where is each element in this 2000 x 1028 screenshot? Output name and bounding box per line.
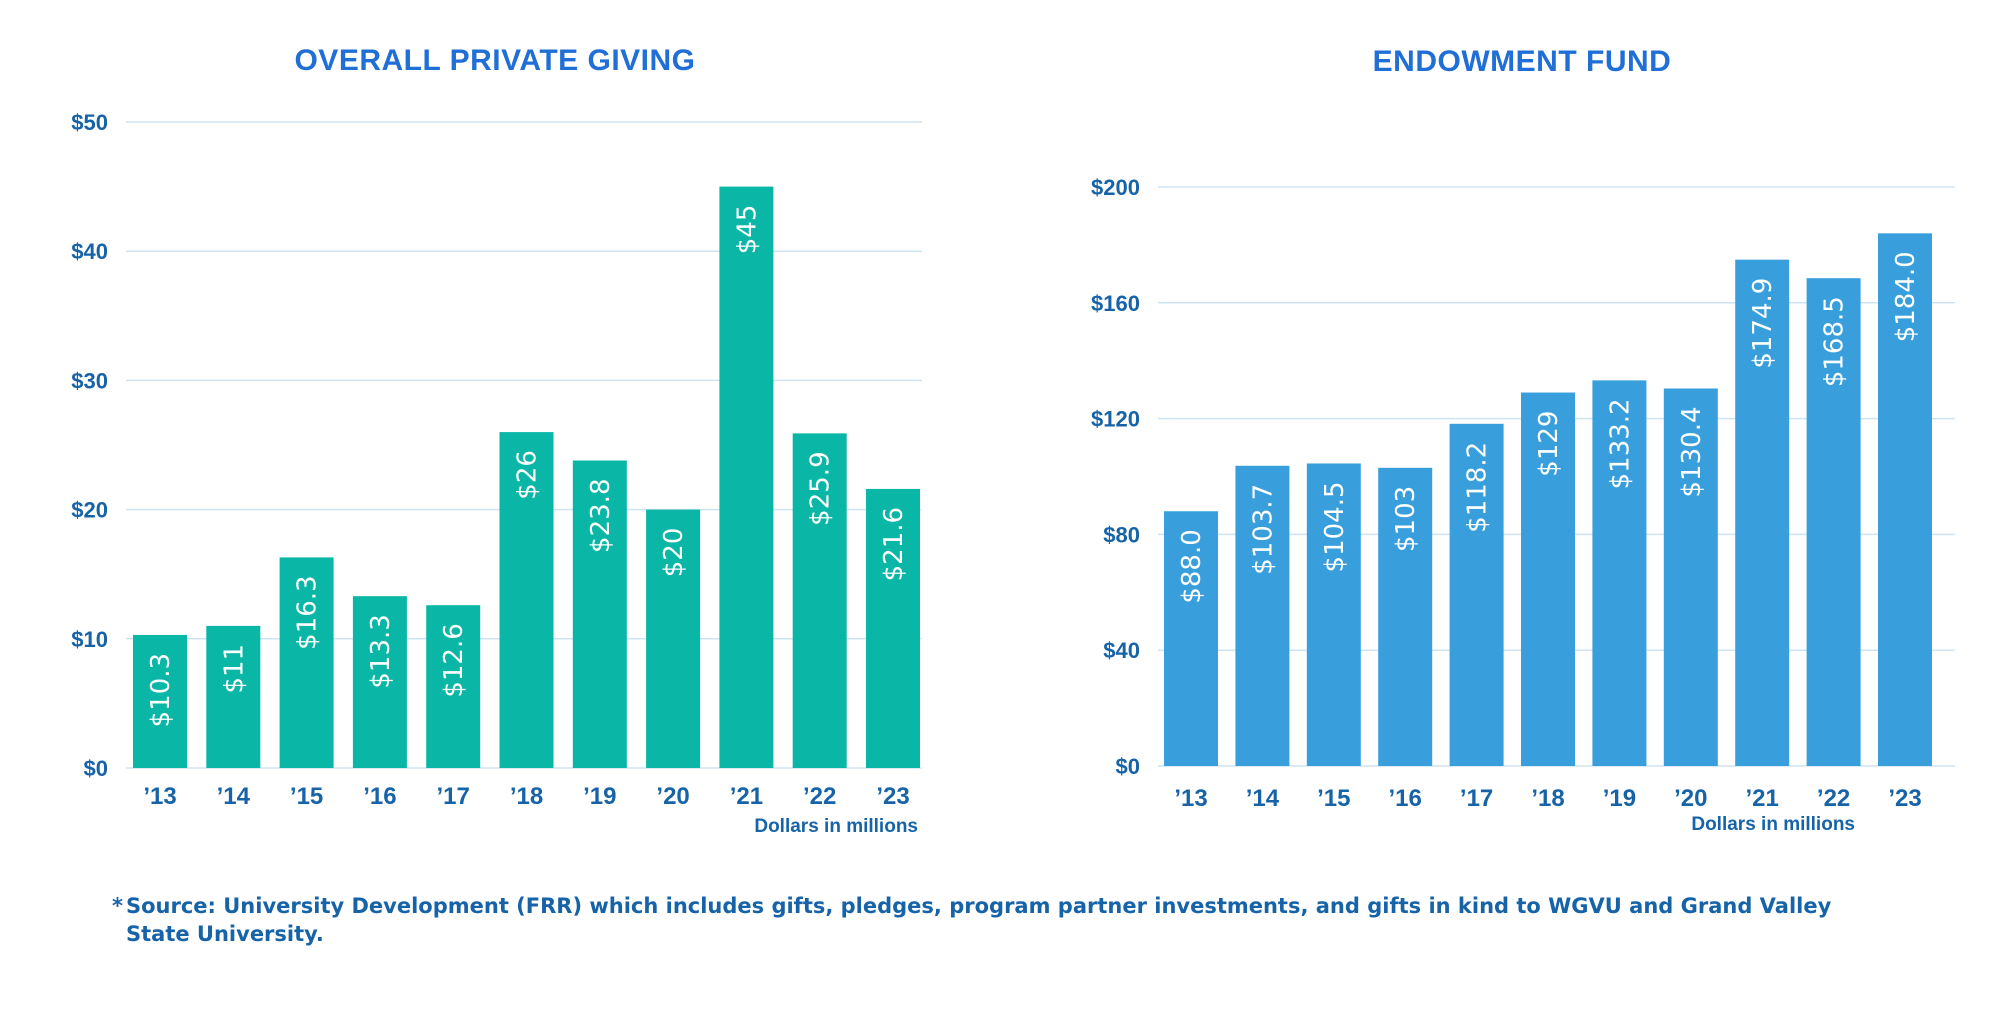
bar [1521, 392, 1575, 766]
y-tick-label: $10 [71, 627, 108, 652]
x-tick-label: ’15 [1317, 785, 1350, 812]
bar-value-label: $88.0 [1177, 529, 1207, 603]
y-tick-label: $50 [71, 110, 108, 135]
bars [133, 186, 920, 769]
bar [1164, 511, 1218, 766]
bar-value-label: $184.0 [1891, 251, 1921, 342]
y-tick-label: $80 [1103, 522, 1140, 547]
bar-value-label: $133.2 [1605, 398, 1635, 489]
bar-value-label: $45 [732, 205, 762, 255]
x-tick-label: ’17 [437, 783, 470, 810]
bar-value-label: $23.8 [586, 479, 616, 553]
y-tick-label: $30 [71, 368, 108, 393]
bar [206, 625, 261, 768]
bar [1306, 463, 1361, 766]
x-tick-label: ’22 [803, 783, 836, 810]
bar-value-labels: $88.0 $103.7 $104.5 $103 $118.2 $129 $133.2 $13… [1177, 251, 1921, 603]
endowment-fund-chart: ENDOWMENT FUND $0 $40 $80 $120 $160 $200 $88.… [1091, 45, 1955, 835]
bar-value-label: $11 [219, 644, 249, 694]
y-tick-label: $120 [1091, 407, 1140, 432]
chart-title: OVERALL PRIVATE GIVING [294, 44, 695, 77]
footnote-text: Source: University Development (FRR) whi… [126, 894, 1832, 946]
bar-value-label: $10.3 [146, 653, 176, 727]
x-tick-label: ’14 [1246, 785, 1280, 812]
bar [1735, 259, 1790, 766]
bar [1378, 467, 1433, 766]
bar [866, 488, 920, 768]
x-tick-label: ’14 [217, 783, 251, 810]
bar [279, 557, 334, 768]
bar [792, 433, 847, 768]
bar [499, 432, 554, 768]
bar-value-label: $168.5 [1820, 296, 1850, 387]
x-tick-label: ’13 [1174, 785, 1207, 812]
x-tick-label: ’16 [1389, 785, 1422, 812]
y-tick-label: $160 [1091, 291, 1140, 316]
y-tick-label: $40 [1103, 638, 1140, 663]
x-tick-label: ’13 [143, 783, 176, 810]
bar [1592, 380, 1647, 766]
x-tick-label: ’20 [1674, 785, 1707, 812]
bar-value-label: $129 [1534, 411, 1564, 477]
x-tick-label: ’16 [363, 783, 396, 810]
x-tick-label: ’23 [1888, 785, 1921, 812]
bar-value-labels: $10.3 $11 $16.3 $13.3 $12.6 $26 $23.8 $20 $45 $25… [146, 205, 909, 728]
x-tick-label: ’17 [1460, 785, 1493, 812]
chart-title: ENDOWMENT FUND [1373, 45, 1672, 78]
x-tick-label: ’20 [656, 783, 689, 810]
footnote-marker: * [112, 894, 123, 918]
bar-value-label: $12.6 [439, 623, 469, 697]
y-tick-label: $0 [1116, 754, 1140, 779]
bar [719, 186, 774, 769]
x-tick-label: ’22 [1817, 785, 1850, 812]
bar [1878, 233, 1932, 766]
bars [1164, 233, 1932, 766]
bar-value-label: $174.9 [1748, 278, 1778, 369]
x-tick-label: ’23 [876, 783, 909, 810]
bar-value-label: $16.3 [293, 575, 323, 649]
bar [1235, 465, 1290, 766]
bar [1806, 278, 1861, 766]
bar [133, 634, 187, 768]
x-tick-label: ’19 [1603, 785, 1636, 812]
y-axis-ticks: $0 $40 $80 $120 $160 $200 [1091, 175, 1140, 779]
bar-value-label: $25.9 [806, 451, 836, 525]
bar [426, 605, 481, 768]
bar [352, 596, 407, 768]
x-axis-ticks: ’13 ’14 ’15 ’16 ’17 ’18 ’19 ’20 ’21 ’22 ’23 [1174, 785, 1921, 812]
bar-value-label: $26 [513, 450, 543, 500]
bar-value-label: $104.5 [1320, 481, 1350, 572]
private-giving-chart: OVERALL PRIVATE GIVING $0 $10 $20 $30 $40 $50… [71, 44, 922, 837]
bar-value-label: $20 [659, 528, 689, 578]
bar [572, 460, 627, 768]
x-tick-label: ’18 [510, 783, 543, 810]
bar-value-label: $13.3 [366, 614, 396, 688]
units-note: Dollars in millions [754, 816, 918, 837]
x-axis-ticks: ’13 ’14 ’15 ’16 ’17 ’18 ’19 ’20 ’21 ’22 ’23 [143, 783, 909, 810]
units-note: Dollars in millions [1691, 814, 1855, 835]
y-tick-label: $200 [1091, 175, 1140, 200]
x-tick-label: ’21 [730, 783, 763, 810]
x-tick-label: ’19 [583, 783, 616, 810]
x-tick-label: ’15 [290, 783, 323, 810]
bar [646, 509, 701, 768]
bar-value-label: $21.6 [879, 507, 909, 581]
y-tick-label: $20 [71, 498, 108, 523]
y-tick-label: $40 [71, 239, 108, 264]
bar-value-label: $118.2 [1463, 442, 1493, 533]
y-tick-label: $0 [84, 756, 108, 781]
source-footnote: * Source: University Development (FRR) w… [112, 892, 1886, 948]
bar-value-label: $103 [1391, 486, 1421, 552]
bar [1449, 423, 1504, 766]
x-tick-label: ’18 [1531, 785, 1564, 812]
x-tick-label: ’21 [1746, 785, 1779, 812]
bar-value-label: $130.4 [1677, 406, 1707, 497]
bar-value-label: $103.7 [1248, 484, 1278, 575]
y-axis-ticks: $0 $10 $20 $30 $40 $50 [71, 110, 108, 781]
bar [1663, 388, 1718, 766]
